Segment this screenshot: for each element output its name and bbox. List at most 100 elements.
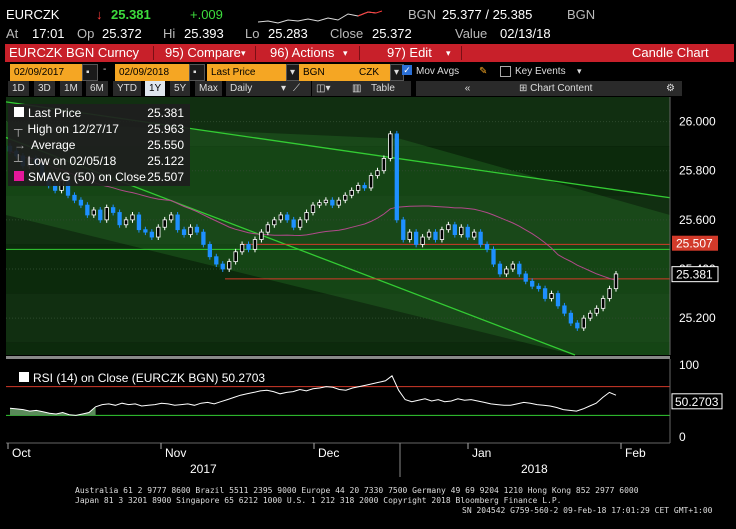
candle-body	[246, 244, 251, 250]
chart-type-label[interactable]: Candle Chart	[632, 45, 709, 60]
candle-body	[104, 207, 109, 221]
period-3d[interactable]: 3D	[34, 81, 55, 96]
footer-line-3: SN 204542 G759-560-2 09-Feb-18 17:01:29 …	[462, 506, 713, 515]
rsi-tick-label: 0	[679, 430, 686, 444]
period-max[interactable]: Max	[195, 81, 222, 96]
candle-body	[394, 133, 399, 221]
candle-body	[607, 288, 612, 299]
last-price-tag-text: 25.381	[676, 268, 713, 282]
edit-button[interactable]: 97) Edit	[387, 45, 432, 60]
table-button[interactable]: Table	[367, 81, 411, 96]
bar-chart-icon[interactable]: ▥	[348, 81, 370, 96]
mov-avgs-label: Mov Avgs	[416, 66, 460, 77]
bid-source: BGN	[408, 7, 437, 22]
line-chart-icon[interactable]: ⟋	[289, 81, 311, 96]
legend-average: → Average	[14, 138, 75, 153]
rsi-oversold-fill	[10, 406, 96, 416]
price-change: +.009	[190, 7, 223, 22]
chart-band	[6, 244, 670, 294]
candle-body	[207, 244, 213, 258]
candle-body	[201, 231, 206, 245]
start-calendar-icon[interactable]: ▪	[82, 64, 98, 81]
candle-body	[439, 229, 445, 240]
candle-body	[136, 214, 142, 231]
rsi-label: RSI (14) on Close (EURCZK BGN) 50.2703	[19, 371, 265, 385]
currency-field[interactable]: CZK	[355, 64, 393, 81]
actions-button[interactable]: 96) Actions	[270, 45, 335, 60]
candle-body	[78, 199, 84, 206]
pencil-icon[interactable]: ✎	[479, 66, 488, 77]
end-date-field[interactable]: 02/09/2018	[115, 64, 191, 81]
close-label: Close	[330, 26, 364, 41]
candle-body	[297, 219, 303, 228]
period-5y[interactable]: 5Y	[170, 81, 191, 96]
legend-high-value: 25.963	[147, 122, 184, 136]
compare-button[interactable]: 95) Compare	[165, 45, 241, 60]
chart-content-icon: ⊞	[519, 83, 528, 94]
collapse-button[interactable]: «	[416, 81, 519, 96]
candle-body	[523, 273, 528, 282]
last-price-swatch-icon	[14, 107, 24, 117]
compare-dropdown-icon[interactable]: ▾	[241, 48, 246, 58]
candle-body	[355, 185, 361, 191]
candle-body	[220, 263, 225, 270]
period-1m[interactable]: 1M	[60, 81, 82, 96]
period-1y[interactable]: 1Y	[145, 81, 166, 96]
average-marker-icon: →	[14, 138, 26, 152]
price-field-select[interactable]: Last Price	[207, 64, 287, 81]
smavg-swatch-icon	[14, 171, 24, 181]
x-tick-label: Jan	[472, 446, 491, 460]
settings-gear-icon[interactable]: ⚙	[662, 81, 682, 96]
chart-content-button[interactable]: ⊞ Chart Content	[515, 81, 663, 96]
candle-body	[504, 268, 509, 275]
candle-body	[594, 307, 599, 314]
legend-last-price-value: 25.381	[147, 106, 184, 120]
candle-body	[110, 207, 116, 213]
candle-body	[239, 244, 245, 253]
candle-body	[420, 236, 425, 245]
candle-body	[265, 224, 271, 233]
period-6m[interactable]: 6M	[86, 81, 108, 96]
candle-body	[368, 175, 374, 189]
period-ytd[interactable]: YTD	[113, 81, 141, 96]
actions-dropdown-icon[interactable]: ▾	[343, 48, 348, 58]
edit-dropdown-icon[interactable]: ▾	[446, 48, 451, 58]
ask-source: BGN	[567, 7, 596, 22]
candle-body	[588, 312, 593, 319]
controls-bar: 02/09/2017 ▪ - 02/09/2018 ▪ Last Price ▾…	[5, 64, 734, 81]
candle-body	[227, 261, 232, 270]
low-label: Lo	[245, 26, 260, 41]
candle-body	[407, 231, 412, 240]
key-events-checkbox[interactable]	[500, 66, 511, 77]
close-value: 25.372	[372, 26, 412, 41]
legend-low-label: Low on 02/05/18	[27, 154, 117, 168]
candle-body	[52, 185, 58, 191]
period-1d[interactable]: 1D	[8, 81, 29, 96]
high-value: 25.393	[184, 26, 224, 41]
candle-body	[575, 322, 580, 329]
high-label: Hi	[163, 26, 176, 41]
x-tick-label: Oct	[12, 446, 31, 460]
start-date-field[interactable]: 02/09/2017	[10, 64, 84, 81]
candle-body	[530, 280, 535, 287]
candle-body	[600, 298, 606, 309]
source-field[interactable]: BGN	[299, 64, 357, 81]
candle-body	[143, 229, 148, 233]
mov-avgs-checkbox[interactable]: ✓	[402, 65, 412, 75]
frequency-select[interactable]: Daily	[226, 81, 282, 96]
key-events-dropdown-icon[interactable]: ▾	[577, 66, 582, 76]
candle-body	[472, 231, 477, 238]
chart-style-icon[interactable]: ◫▾	[312, 81, 348, 96]
footer-line-2: Japan 81 3 3201 8900 Singapore 65 6212 1…	[75, 496, 562, 505]
at-label: At	[6, 26, 19, 41]
candle-body	[156, 226, 161, 238]
candle-body	[72, 194, 77, 201]
smavg-price-tag	[672, 235, 718, 251]
candle-body	[484, 244, 490, 250]
ticker: EURCZK	[6, 7, 60, 22]
end-calendar-icon[interactable]: ▪	[189, 64, 205, 81]
security-name[interactable]: EURCZK BGN Curncy	[9, 45, 140, 60]
price-field-dropdown-icon[interactable]: ▾	[286, 64, 300, 81]
candle-body	[91, 209, 96, 216]
candle-body	[446, 224, 451, 231]
